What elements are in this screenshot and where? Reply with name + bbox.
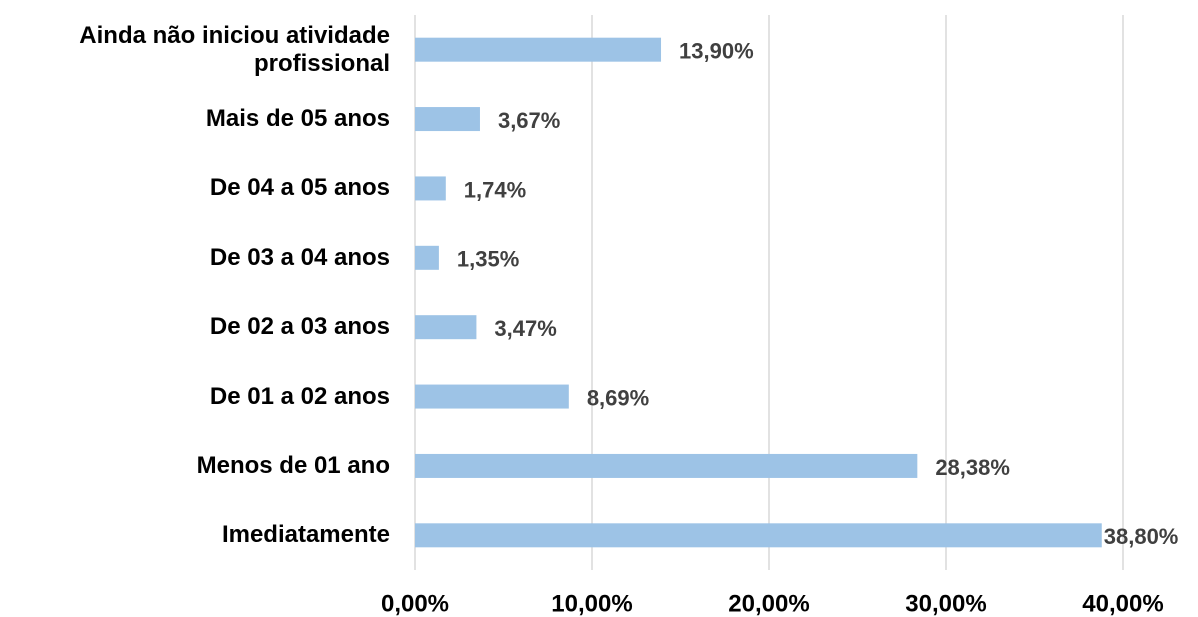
bar — [415, 453, 918, 478]
y-tick-label: De 01 a 02 anos — [209, 382, 390, 410]
y-tick-label: De 04 a 05 anos — [209, 174, 390, 202]
data-label: 38,80% — [1104, 524, 1179, 549]
bar — [415, 315, 477, 340]
data-label: 8,69% — [587, 385, 649, 410]
bar — [415, 107, 480, 132]
data-label: 28,38% — [935, 455, 1010, 480]
y-tick-label: De 03 a 04 anos — [209, 243, 390, 271]
y-tick-label: Ainda não iniciou atividade profissional — [79, 21, 390, 77]
x-tick-label: 20,00% — [728, 590, 809, 617]
x-tick-label: 30,00% — [905, 590, 986, 617]
bar — [415, 384, 569, 409]
bar — [415, 523, 1102, 548]
bar — [415, 176, 446, 201]
data-label: 13,90% — [679, 39, 754, 64]
y-tick-label: Mais de 05 anos — [205, 105, 390, 133]
y-tick-label: De 02 a 03 anos — [209, 313, 390, 341]
bar — [415, 245, 439, 270]
y-tick-label: Menos de 01 ano — [196, 451, 390, 479]
x-tick-label: 40,00% — [1082, 590, 1163, 617]
bar — [415, 37, 662, 62]
x-tick-label: 0,00% — [381, 590, 449, 617]
y-tick-label: Imediatamente — [221, 521, 390, 549]
data-label: 3,67% — [498, 108, 560, 133]
data-label: 1,35% — [457, 247, 519, 272]
data-label: 3,47% — [494, 316, 556, 341]
x-tick-label: 10,00% — [551, 590, 632, 617]
data-label: 1,74% — [464, 177, 526, 202]
